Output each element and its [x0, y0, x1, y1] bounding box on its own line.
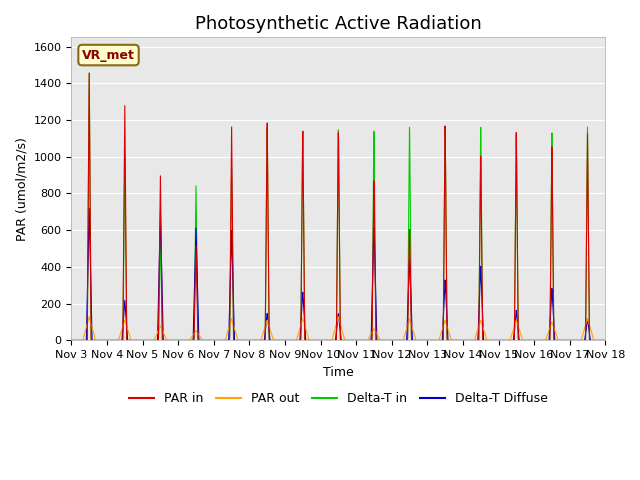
PAR out — [534, 337, 541, 343]
PAR in — [273, 337, 280, 343]
Delta-T Diffuse — [160, 337, 168, 343]
PAR in — [534, 337, 541, 343]
PAR in — [160, 337, 168, 343]
Delta-T in — [296, 337, 303, 343]
PAR out — [85, 314, 93, 320]
PAR out — [160, 332, 168, 337]
PAR in — [296, 337, 303, 343]
Legend: PAR in, PAR out, Delta-T in, Delta-T Diffuse: PAR in, PAR out, Delta-T in, Delta-T Dif… — [124, 387, 552, 410]
Delta-T in — [85, 70, 93, 76]
PAR in — [85, 70, 93, 76]
Line: Delta-T Diffuse: Delta-T Diffuse — [72, 208, 605, 340]
Delta-T in — [129, 337, 136, 343]
PAR in — [129, 337, 136, 343]
Line: PAR out: PAR out — [72, 317, 605, 340]
PAR in — [591, 337, 599, 343]
X-axis label: Time: Time — [323, 366, 354, 379]
PAR in — [602, 337, 609, 343]
PAR out — [68, 337, 76, 343]
Delta-T Diffuse — [68, 337, 76, 343]
Line: PAR in: PAR in — [72, 73, 605, 340]
Text: VR_met: VR_met — [82, 48, 135, 61]
Delta-T Diffuse — [534, 337, 541, 343]
PAR out — [296, 327, 303, 333]
Delta-T Diffuse — [273, 337, 280, 343]
Line: Delta-T in: Delta-T in — [72, 73, 605, 340]
Delta-T Diffuse — [602, 337, 609, 343]
PAR out — [129, 337, 136, 343]
Delta-T in — [273, 337, 280, 343]
PAR out — [591, 337, 599, 343]
Delta-T Diffuse — [591, 337, 599, 343]
PAR in — [68, 337, 76, 343]
Delta-T in — [160, 337, 168, 343]
Delta-T Diffuse — [296, 337, 303, 343]
Delta-T in — [591, 337, 599, 343]
Delta-T Diffuse — [129, 337, 136, 343]
Delta-T in — [602, 337, 609, 343]
PAR out — [273, 337, 280, 343]
Title: Photosynthetic Active Radiation: Photosynthetic Active Radiation — [195, 15, 482, 33]
Delta-T in — [534, 337, 541, 343]
Y-axis label: PAR (umol/m2/s): PAR (umol/m2/s) — [15, 137, 28, 241]
PAR out — [602, 337, 609, 343]
Delta-T in — [68, 337, 76, 343]
Delta-T Diffuse — [85, 205, 93, 211]
